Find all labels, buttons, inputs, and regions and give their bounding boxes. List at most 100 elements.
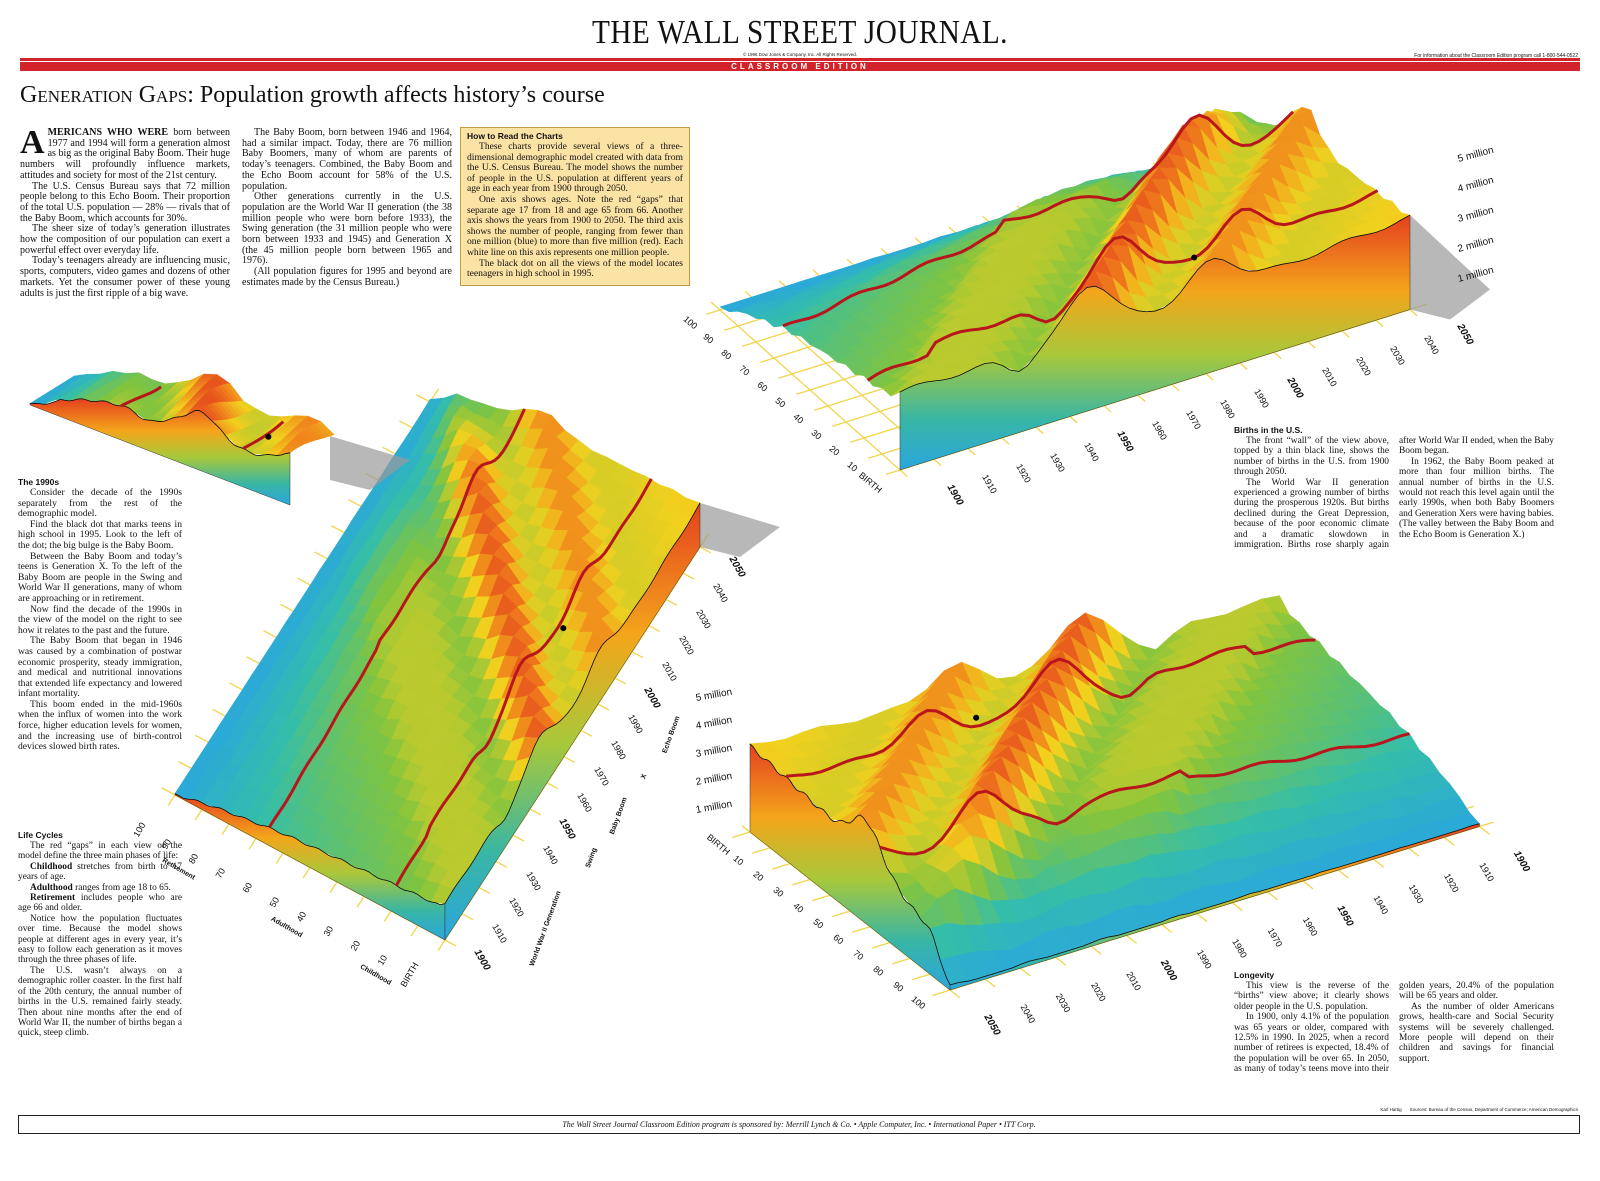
- paragraph: (All population figures for 1995 and bey…: [242, 266, 452, 288]
- age-label: 60: [241, 881, 255, 895]
- footer: The Wall Street Journal Classroom Editio…: [18, 1115, 1580, 1134]
- age-label: 30: [771, 885, 785, 899]
- artist: Karl Hartig: [1380, 1107, 1402, 1112]
- paragraph: The U.S. Census Bureau says that 72 mill…: [20, 180, 230, 224]
- year-label: 1940: [1372, 894, 1391, 916]
- year-label: 1920: [507, 896, 526, 918]
- paragraph: As the number of older Americans grows, …: [1399, 1001, 1554, 1064]
- section-title: The 1990s: [18, 477, 60, 487]
- wall-top-line: [174, 793, 446, 906]
- paragraph: Between the Baby Boom and today’s teens …: [18, 550, 182, 604]
- grid-line: [710, 301, 908, 477]
- year-label: 1950: [557, 817, 578, 842]
- text: includes people who are age 66 and older…: [18, 893, 182, 914]
- masthead: THE WALL STREET JOURNAL.: [592, 14, 1008, 51]
- age-label: 100: [909, 994, 927, 1011]
- year-label: 1920: [1014, 462, 1033, 484]
- paragraph: The red “gaps” in each view of the model…: [18, 841, 182, 862]
- year-label: 1980: [1230, 937, 1249, 959]
- paragraph: Other generations currently in the U.S. …: [242, 191, 452, 267]
- lead: AMERICANS WHO WERE: [20, 124, 169, 161]
- year-label: 2020: [1089, 981, 1108, 1003]
- year-label: 1900: [472, 948, 493, 973]
- year-label: 1940: [541, 844, 560, 866]
- paragraph: These charts provide several views of a …: [467, 141, 683, 195]
- generation-label: Swing: [585, 847, 599, 869]
- value-label: 5 million: [1457, 145, 1495, 165]
- text: ranges from age 18 to 65.: [72, 882, 171, 893]
- phase-gap: [785, 638, 1316, 778]
- paragraph: The World War II generation experienced …: [1234, 436, 1554, 551]
- value-label: 2 million: [1457, 235, 1495, 255]
- paragraph: Adulthood ranges from age 18 to 65.: [18, 883, 182, 893]
- age-label: 20: [349, 939, 363, 953]
- year-label: 1990: [626, 713, 645, 735]
- age-label: 90: [160, 837, 174, 851]
- paragraph: This view is the reverse of the “births”…: [1234, 981, 1389, 1012]
- year-label: 2030: [694, 608, 713, 630]
- year-label: 1930: [1407, 883, 1426, 905]
- credits: Karl Hartig Sources: Bureau of the Census…: [1372, 1107, 1578, 1112]
- phase-label: Childhood: [359, 964, 392, 987]
- age-label: 50: [811, 916, 825, 930]
- paragraph: The black dot on all the views of the mo…: [467, 257, 683, 280]
- age-label: 50: [773, 395, 787, 409]
- wall-top-line: [444, 502, 701, 904]
- generation-label: Echo Boom: [662, 715, 682, 754]
- year-label: 1980: [1218, 398, 1237, 420]
- generation-label: Baby Boom: [609, 797, 629, 836]
- value-label: 3 million: [695, 743, 733, 760]
- life-cycles-text: Life Cycles The red “gaps” in each view …: [18, 830, 182, 1039]
- value-label: 2 million: [695, 771, 733, 788]
- teen-dot: [1191, 254, 1198, 261]
- paragraph: Consider the decade of the 1990s separat…: [18, 487, 182, 520]
- phase-gap: [268, 408, 526, 828]
- year-label: 1910: [490, 922, 509, 944]
- year-label: 2040: [1422, 334, 1441, 356]
- age-label: BIRTH: [705, 832, 732, 857]
- age-label: 10: [845, 459, 859, 473]
- age-label: 80: [871, 964, 885, 978]
- text: born between 1977 and 1994 will form a g…: [20, 127, 230, 181]
- year-label: 1950: [1115, 429, 1136, 454]
- age-label: BIRTH: [857, 470, 884, 495]
- year-label: 2000: [1158, 957, 1179, 983]
- paragraph: The Baby Boom, born between 1946 and 196…: [242, 127, 452, 192]
- year-label: 1960: [575, 791, 594, 813]
- year-label: 1930: [1048, 451, 1067, 473]
- paragraph: Today’s teenagers already are influencin…: [20, 255, 230, 299]
- phase-gap: [242, 420, 285, 450]
- paragraph: The front “wall” of the view above, topp…: [1234, 436, 1389, 478]
- year-label: 1930: [524, 870, 543, 892]
- teen-dot: [560, 625, 567, 632]
- info: For information about the Classroom Edit…: [1414, 53, 1578, 59]
- age-label: 90: [701, 331, 715, 345]
- wall-top-line: [749, 743, 951, 986]
- year-label: 2050: [981, 1012, 1002, 1038]
- copyright: © 1996 Dow Jones & Company, Inc. All Rig…: [742, 52, 858, 57]
- year-label: 2010: [660, 660, 679, 682]
- paragraph: This boom ended in the mid-1960s when th…: [18, 698, 182, 753]
- longevity-text: Longevity This view is the reverse of th…: [1234, 970, 1554, 1075]
- paragraph: Childhood stretches from birth to 17 yea…: [18, 862, 182, 883]
- edition-band: CLASSROOM EDITION: [20, 62, 1580, 71]
- model-view: [29, 370, 410, 506]
- age-label: 60: [755, 379, 769, 393]
- age-label: BIRTH: [398, 961, 420, 989]
- shadow: [1410, 215, 1490, 320]
- headline: Generation Gaps: Population growth affec…: [20, 82, 605, 109]
- year-label: 2050: [1454, 321, 1475, 347]
- age-label: 70: [737, 363, 751, 377]
- age-label: 30: [809, 427, 823, 441]
- shadow: [700, 502, 780, 557]
- wall-top-line: [899, 214, 1411, 393]
- year-label: 2040: [711, 582, 730, 604]
- year-label: 1990: [1252, 387, 1271, 409]
- year-label: 2000: [641, 685, 662, 711]
- year-label: 1980: [609, 739, 628, 761]
- year-label: 1960: [1301, 915, 1320, 937]
- paragraph: Notice how the population fluctuates ove…: [18, 913, 182, 966]
- year-label: 2020: [677, 634, 696, 656]
